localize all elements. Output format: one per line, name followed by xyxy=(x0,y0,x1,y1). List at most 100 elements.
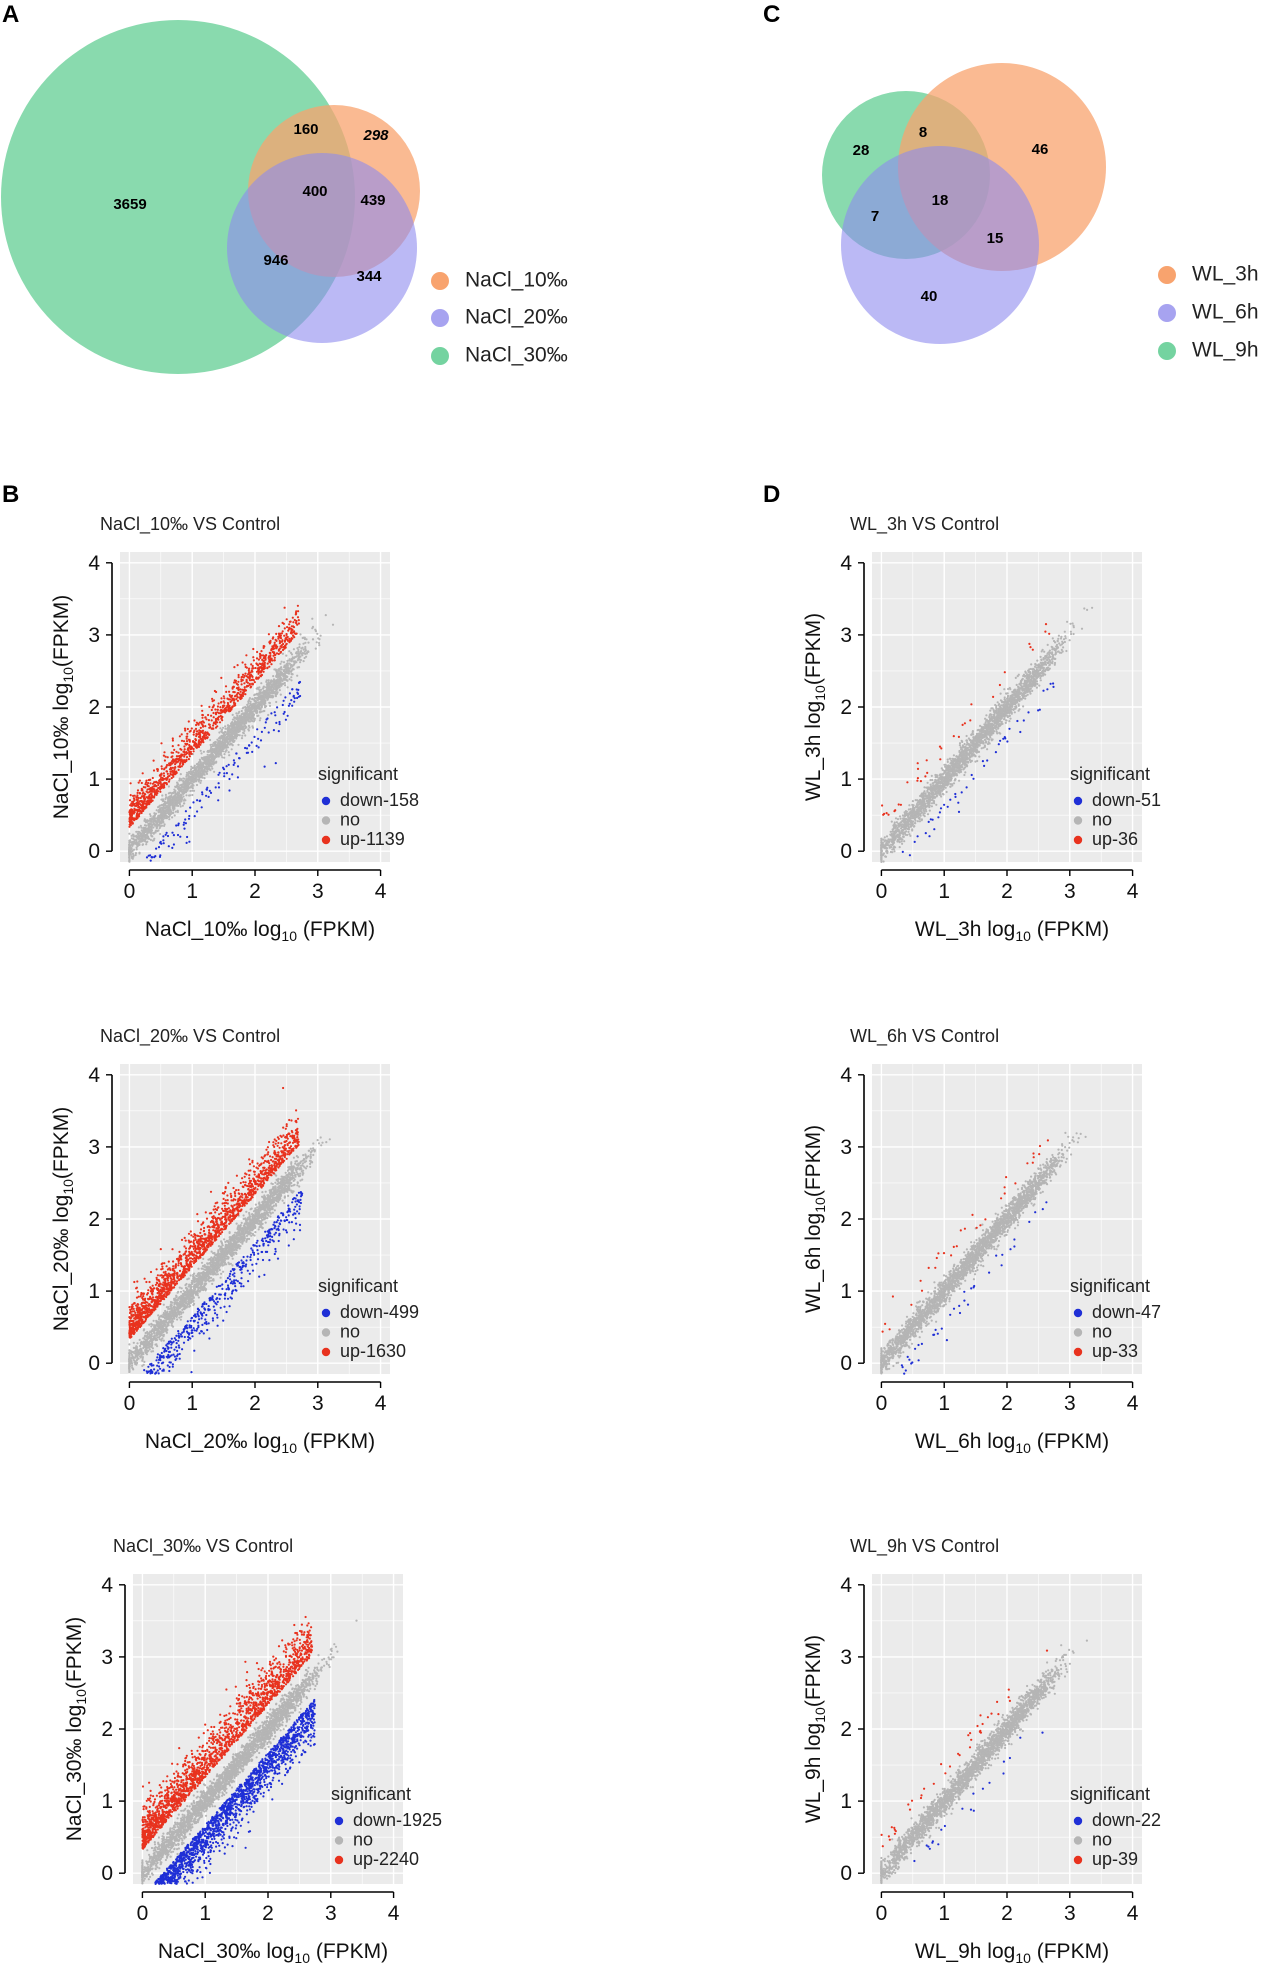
scatter-point xyxy=(163,759,166,762)
scatter-point xyxy=(186,732,189,735)
scatter-point xyxy=(194,772,197,775)
scatter-point xyxy=(131,842,134,846)
scatter-point xyxy=(196,799,199,802)
scatter-point xyxy=(183,790,186,793)
scatter-point xyxy=(141,843,144,847)
scatter-point xyxy=(197,743,200,746)
scatter-point xyxy=(275,639,278,643)
scatter-point xyxy=(222,704,225,707)
scatter-point xyxy=(295,622,298,625)
scatter-point xyxy=(184,729,187,732)
scatter-point xyxy=(144,793,147,796)
scatter-point xyxy=(196,810,199,813)
scatter-point xyxy=(220,730,223,733)
scatter-point xyxy=(165,777,168,780)
scatter-point xyxy=(186,779,189,782)
scatter-point xyxy=(200,779,203,782)
scatter-point xyxy=(208,765,211,768)
scatter-point xyxy=(301,652,304,655)
scatter-point xyxy=(219,749,222,752)
scatter-point xyxy=(277,648,281,651)
scatter-point xyxy=(166,756,169,759)
scatter-point xyxy=(265,683,268,686)
scatter-point xyxy=(251,725,254,728)
scatter-point xyxy=(214,717,217,721)
scatter-point xyxy=(147,781,150,785)
scatter-point xyxy=(184,810,187,813)
scatter-point xyxy=(291,673,294,676)
scatter-point xyxy=(189,781,192,784)
scatter-point xyxy=(253,694,256,697)
scatter-point xyxy=(248,676,251,679)
scatter-point xyxy=(212,699,216,702)
scatter-point xyxy=(132,835,135,838)
scatter-point xyxy=(168,796,171,799)
scatter-point xyxy=(306,651,309,654)
scatter-point xyxy=(201,714,204,717)
scatter-point xyxy=(171,812,174,815)
plot-title: NaCl_20‰ VS Control xyxy=(100,1026,280,1047)
scatter-point xyxy=(290,632,293,635)
scatter-point xyxy=(291,688,294,691)
scatter-point xyxy=(223,697,226,700)
scatter-point xyxy=(220,1272,223,1275)
scatter-point xyxy=(177,791,180,795)
scatter-point xyxy=(266,662,269,665)
scatter-point xyxy=(159,840,162,844)
legend-label: up-1139 xyxy=(340,829,405,849)
scatter-point xyxy=(187,770,191,774)
scatter-point xyxy=(292,621,295,624)
scatter-point xyxy=(241,675,244,678)
scatter-point xyxy=(150,799,153,803)
scatter-point xyxy=(188,755,191,758)
scatter-point xyxy=(172,771,175,774)
scatter-point xyxy=(234,679,238,682)
scatter-point xyxy=(145,843,148,846)
legend-label: down-158 xyxy=(340,790,419,810)
scatter-point xyxy=(138,851,141,854)
scatter-point xyxy=(210,719,213,722)
scatter-point xyxy=(286,679,289,682)
scatter-point xyxy=(259,671,262,674)
scatter-point xyxy=(265,718,268,721)
scatter-point xyxy=(189,1274,192,1277)
scatter-point xyxy=(202,721,205,724)
scatter-point xyxy=(245,685,248,688)
scatter-point xyxy=(199,781,202,785)
scatter-point xyxy=(223,753,226,756)
scatter-point xyxy=(145,856,149,859)
scatter-point xyxy=(138,835,141,838)
scatter-point xyxy=(285,654,288,657)
scatter-point xyxy=(255,677,258,680)
scatter-point xyxy=(228,733,231,736)
scatter-point xyxy=(248,671,251,674)
scatter-point xyxy=(274,680,277,683)
scatter-point xyxy=(297,656,300,659)
scatter-point xyxy=(151,776,154,780)
scatter-point xyxy=(159,832,162,836)
scatter-point xyxy=(198,770,201,773)
scatter-point xyxy=(297,648,300,652)
scatter-point xyxy=(188,840,191,843)
scatter-point xyxy=(264,721,267,724)
scatter-point xyxy=(131,857,134,860)
scatter-point xyxy=(160,767,163,770)
scatter-point xyxy=(176,833,180,837)
scatter-point xyxy=(226,697,229,700)
legend-swatch-nacl-20 xyxy=(431,309,449,327)
scatter-point xyxy=(201,793,204,796)
scatter-point xyxy=(174,792,177,795)
scatter-point xyxy=(286,662,289,665)
scatter-point xyxy=(217,799,220,802)
scatter-point xyxy=(280,671,284,675)
scatter-point xyxy=(263,765,266,768)
scatter-point xyxy=(244,746,247,750)
scatter-point xyxy=(176,755,179,758)
scatter-point xyxy=(155,781,158,784)
scatter-point xyxy=(246,713,249,716)
scatter-point xyxy=(171,758,175,761)
scatter-point xyxy=(251,710,255,713)
scatter-point xyxy=(185,759,188,762)
scatter-point xyxy=(269,691,272,694)
scatter-point xyxy=(194,738,197,741)
